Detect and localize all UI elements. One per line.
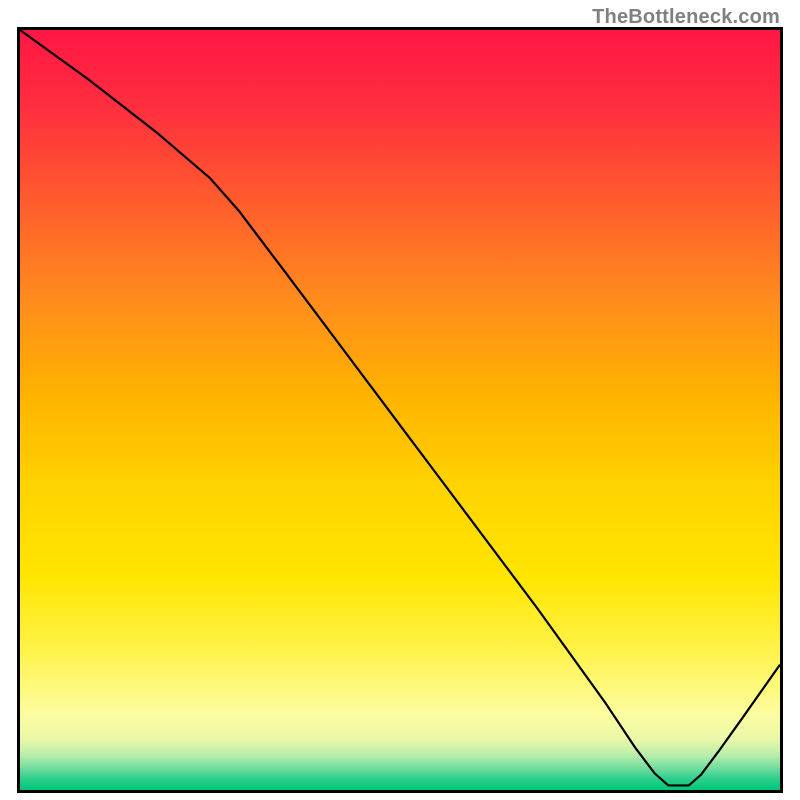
chart-container: { "canvas": { "width": 800, "height": 80… (0, 0, 800, 800)
plot-border (17, 27, 783, 793)
